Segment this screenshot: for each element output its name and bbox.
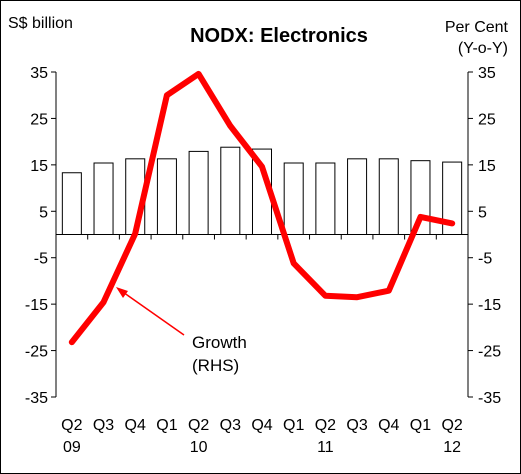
bar-4 [188, 150, 209, 235]
growth-line [68, 70, 456, 346]
x-category-label: Q4 [251, 417, 272, 434]
annotation-line2: (RHS) [192, 356, 239, 375]
x-category-label: Q2 [188, 417, 209, 434]
left-axis-label: S$ billion [8, 15, 73, 32]
right-tick-label: -35 [478, 390, 501, 407]
x-category-label: Q4 [378, 417, 399, 434]
bar-1 [93, 162, 114, 235]
left-tick-label: 25 [30, 111, 48, 128]
left-tick-label: -15 [25, 297, 48, 314]
right-tick-label: 15 [478, 158, 496, 175]
x-category-label: Q2 [441, 417, 462, 434]
right-tick-label: 5 [478, 204, 487, 221]
right-tick-label: -25 [478, 344, 501, 361]
x-year-label: 11 [317, 439, 334, 456]
left-tick-label: 15 [30, 158, 48, 175]
x-category-label: Q4 [125, 417, 146, 434]
left-tick-label: 35 [30, 65, 48, 82]
left-tick-label: -35 [25, 390, 48, 407]
x-category-label: Q3 [346, 417, 367, 434]
right-tick-label: -15 [478, 297, 501, 314]
bar-5 [220, 146, 241, 235]
bar-8 [315, 162, 336, 235]
x-category-label: Q3 [220, 417, 241, 434]
x-axis-labels: Q2 Q3 Q4 Q1 Q2 Q3 Q4 Q1 Q2 Q3 Q4 Q1 Q2 09 10 11 12 [61, 417, 463, 456]
growth-annotation: Growth (RHS) [116, 287, 247, 375]
left-tick-labels: 35 25 15 5 -5 -15 -25 -35 [25, 65, 48, 407]
right-axis-label-line2: (Y-o-Y) [458, 40, 508, 57]
bar-9 [347, 158, 368, 235]
x-category-label: Q1 [156, 417, 177, 434]
annotation-arrowhead [116, 287, 128, 298]
right-tick-labels: 35 25 15 5 -5 -15 -25 -35 [478, 65, 501, 407]
axes [51, 71, 473, 398]
x-year-label: 09 [63, 439, 81, 456]
left-tick-label: 5 [39, 204, 48, 221]
x-category-label: Q2 [61, 417, 82, 434]
bar-0 [61, 172, 82, 235]
x-category-label: Q1 [283, 417, 304, 434]
x-category-label: Q1 [410, 417, 431, 434]
annotation-arrow-line [119, 289, 185, 336]
left-tick-label: -25 [25, 344, 48, 361]
left-tick-label: -5 [34, 251, 48, 268]
bar-10 [378, 158, 399, 235]
chart-title: NODX: Electronics [190, 25, 368, 47]
x-category-label: Q3 [93, 417, 114, 434]
annotation-line1: Growth [192, 333, 247, 352]
x-year-label: 10 [190, 439, 208, 456]
x-year-label: 12 [443, 439, 461, 456]
right-tick-label: 35 [478, 65, 496, 82]
right-tick-label: -5 [478, 251, 492, 268]
bar-7 [283, 162, 304, 235]
x-category-label: Q2 [315, 417, 336, 434]
right-axis-label-line1: Per Cent [445, 19, 509, 36]
right-tick-label: 25 [478, 111, 496, 128]
bar-3 [156, 158, 177, 235]
